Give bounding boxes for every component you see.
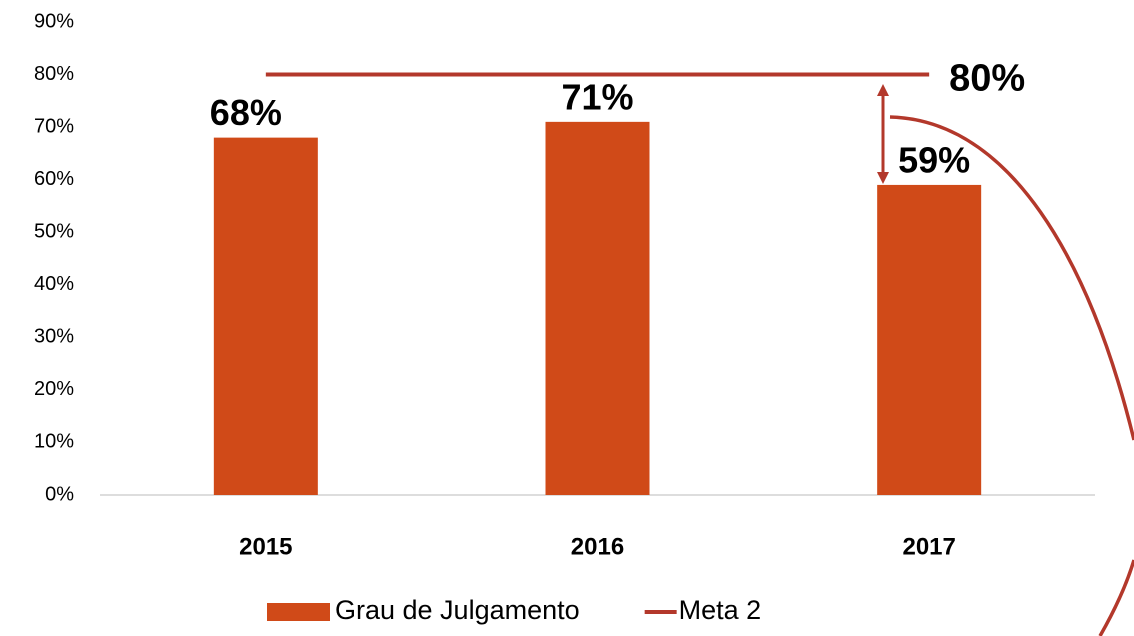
legend-label: Meta 2 bbox=[679, 595, 762, 625]
y-tick-label: 10% bbox=[34, 431, 74, 453]
y-tick-label: 80% bbox=[34, 63, 74, 85]
y-tick-label: 40% bbox=[34, 273, 74, 295]
highlight-arc bbox=[889, 115, 1134, 636]
y-tick-label: 0% bbox=[45, 483, 74, 505]
y-tick-label: 20% bbox=[34, 378, 74, 400]
y-tick-label: 30% bbox=[34, 326, 74, 348]
x-tick-label: 2016 bbox=[571, 533, 624, 560]
x-tick-label: 2015 bbox=[239, 533, 292, 560]
x-tick-label: 2017 bbox=[902, 533, 955, 560]
y-tick-label: 50% bbox=[34, 221, 74, 243]
y-tick-label: 70% bbox=[34, 115, 74, 137]
data-label: 80% bbox=[949, 58, 1025, 100]
data-label: 59% bbox=[898, 139, 970, 180]
legend-label: Grau de Julgamento bbox=[335, 595, 580, 625]
legend-swatch bbox=[267, 603, 330, 621]
y-tick-label: 60% bbox=[34, 168, 74, 190]
data-label: 71% bbox=[561, 76, 633, 117]
bar bbox=[545, 121, 650, 495]
data-label: 68% bbox=[210, 92, 282, 133]
bar bbox=[213, 137, 318, 495]
bar bbox=[877, 184, 982, 495]
y-tick-label: 90% bbox=[34, 10, 74, 32]
